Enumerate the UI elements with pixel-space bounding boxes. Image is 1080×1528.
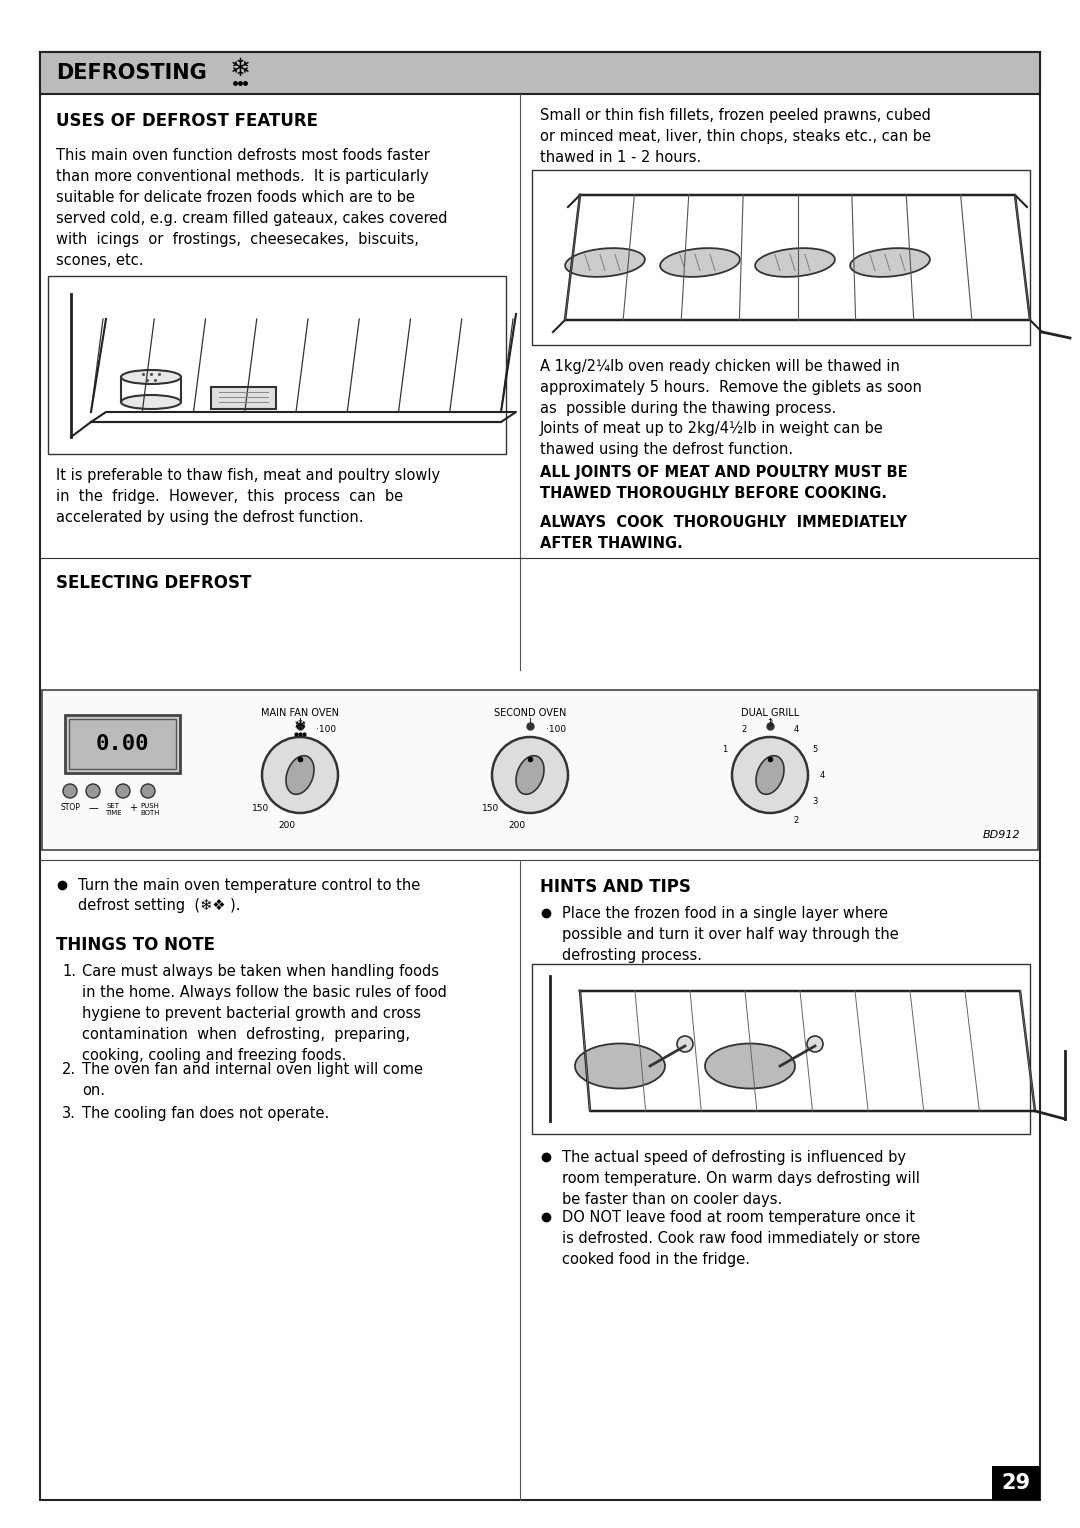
Text: The cooling fan does not operate.: The cooling fan does not operate. <box>82 1106 329 1122</box>
Text: 4: 4 <box>820 770 825 779</box>
Ellipse shape <box>121 370 181 384</box>
Bar <box>40 52 1040 95</box>
Bar <box>48 277 507 454</box>
Text: THINGS TO NOTE: THINGS TO NOTE <box>56 937 215 953</box>
Text: Small or thin fish fillets, frozen peeled prawns, cubed
or minced meat, liver, t: Small or thin fish fillets, frozen peele… <box>540 108 931 165</box>
Text: SELECTING DEFROST: SELECTING DEFROST <box>56 575 252 591</box>
Bar <box>993 1465 1040 1500</box>
Text: DO NOT leave food at room temperature once it
is defrosted. Cook raw food immedi: DO NOT leave food at room temperature on… <box>562 1210 920 1267</box>
Text: The actual speed of defrosting is influenced by
room temperature. On warm days d: The actual speed of defrosting is influe… <box>562 1151 920 1207</box>
Text: 3: 3 <box>767 718 772 727</box>
Ellipse shape <box>756 756 784 795</box>
Ellipse shape <box>575 1044 665 1088</box>
Text: The oven fan and internal oven light will come
on.: The oven fan and internal oven light wil… <box>82 1062 423 1099</box>
Text: defrost setting  (❄❖ ).: defrost setting (❄❖ ). <box>78 898 241 914</box>
Text: MAIN FAN OVEN: MAIN FAN OVEN <box>261 707 339 718</box>
Text: ALL JOINTS OF MEAT AND POULTRY MUST BE
THAWED THOROUGHLY BEFORE COOKING.: ALL JOINTS OF MEAT AND POULTRY MUST BE T… <box>540 465 907 501</box>
Text: 200: 200 <box>278 821 295 830</box>
Circle shape <box>63 784 77 798</box>
Text: SET
TIME: SET TIME <box>105 804 121 816</box>
Bar <box>69 720 176 769</box>
Text: HINTS AND TIPS: HINTS AND TIPS <box>540 879 691 895</box>
Text: ❄: ❄ <box>229 57 251 81</box>
Text: This main oven function defrosts most foods faster
than more conventional method: This main oven function defrosts most fo… <box>56 148 447 267</box>
Text: SECOND OVEN: SECOND OVEN <box>494 707 566 718</box>
Bar <box>211 387 276 410</box>
Text: +: + <box>129 804 137 813</box>
Circle shape <box>262 736 338 813</box>
Text: 3.: 3. <box>62 1106 76 1122</box>
Text: STOP: STOP <box>60 804 80 811</box>
Ellipse shape <box>516 756 544 795</box>
Ellipse shape <box>121 396 181 410</box>
Text: 1: 1 <box>723 744 728 753</box>
Bar <box>42 691 1038 850</box>
Text: 5: 5 <box>812 744 818 753</box>
Text: 0.00: 0.00 <box>96 733 149 753</box>
Text: 1.: 1. <box>62 964 76 979</box>
Ellipse shape <box>850 248 930 277</box>
Text: ·100: ·100 <box>316 726 336 735</box>
Text: 2: 2 <box>794 816 798 825</box>
Circle shape <box>677 1036 693 1051</box>
Circle shape <box>141 784 156 798</box>
Text: ALWAYS  COOK  THOROUGHLY  IMMEDIATELY
AFTER THAWING.: ALWAYS COOK THOROUGHLY IMMEDIATELY AFTER… <box>540 515 907 552</box>
Ellipse shape <box>755 248 835 277</box>
Circle shape <box>116 784 130 798</box>
Text: 29: 29 <box>1001 1473 1030 1493</box>
Text: Care must always be taken when handling foods
in the home. Always follow the bas: Care must always be taken when handling … <box>82 964 447 1063</box>
Text: 2: 2 <box>741 726 746 735</box>
Bar <box>532 170 1030 345</box>
Bar <box>532 964 1030 1134</box>
Ellipse shape <box>660 248 740 277</box>
Ellipse shape <box>565 248 645 277</box>
Text: Joints of meat up to 2kg/4½lb in weight can be
thawed using the defrost function: Joints of meat up to 2kg/4½lb in weight … <box>540 422 883 457</box>
Ellipse shape <box>286 756 314 795</box>
Text: 200: 200 <box>508 821 525 830</box>
Ellipse shape <box>705 1044 795 1088</box>
Text: ·100: ·100 <box>545 726 566 735</box>
Circle shape <box>732 736 808 813</box>
Text: 150: 150 <box>252 804 269 813</box>
Text: DEFROSTING: DEFROSTING <box>56 63 206 83</box>
Text: Turn the main oven temperature control to the: Turn the main oven temperature control t… <box>78 879 420 892</box>
Text: 3: 3 <box>812 796 818 805</box>
Text: DUAL GRILL: DUAL GRILL <box>741 707 799 718</box>
Text: A 1kg/2¼lb oven ready chicken will be thawed in
approximately 5 hours.  Remove t: A 1kg/2¼lb oven ready chicken will be th… <box>540 359 922 416</box>
Text: Place the frozen food in a single layer where
possible and turn it over half way: Place the frozen food in a single layer … <box>562 906 899 963</box>
Text: ❄: ❄ <box>294 718 307 732</box>
Circle shape <box>807 1036 823 1051</box>
Text: 150: 150 <box>482 804 499 813</box>
Circle shape <box>86 784 100 798</box>
Text: 4: 4 <box>794 726 798 735</box>
Text: PUSH
BOTH: PUSH BOTH <box>140 804 160 816</box>
Text: It is preferable to thaw fish, meat and poultry slowly
in  the  fridge.  However: It is preferable to thaw fish, meat and … <box>56 468 441 526</box>
Text: USES OF DEFROST FEATURE: USES OF DEFROST FEATURE <box>56 112 318 130</box>
Bar <box>65 715 180 773</box>
Text: —: — <box>89 804 98 813</box>
Text: BD912: BD912 <box>983 830 1020 840</box>
Circle shape <box>492 736 568 813</box>
Text: 2.: 2. <box>62 1062 76 1077</box>
